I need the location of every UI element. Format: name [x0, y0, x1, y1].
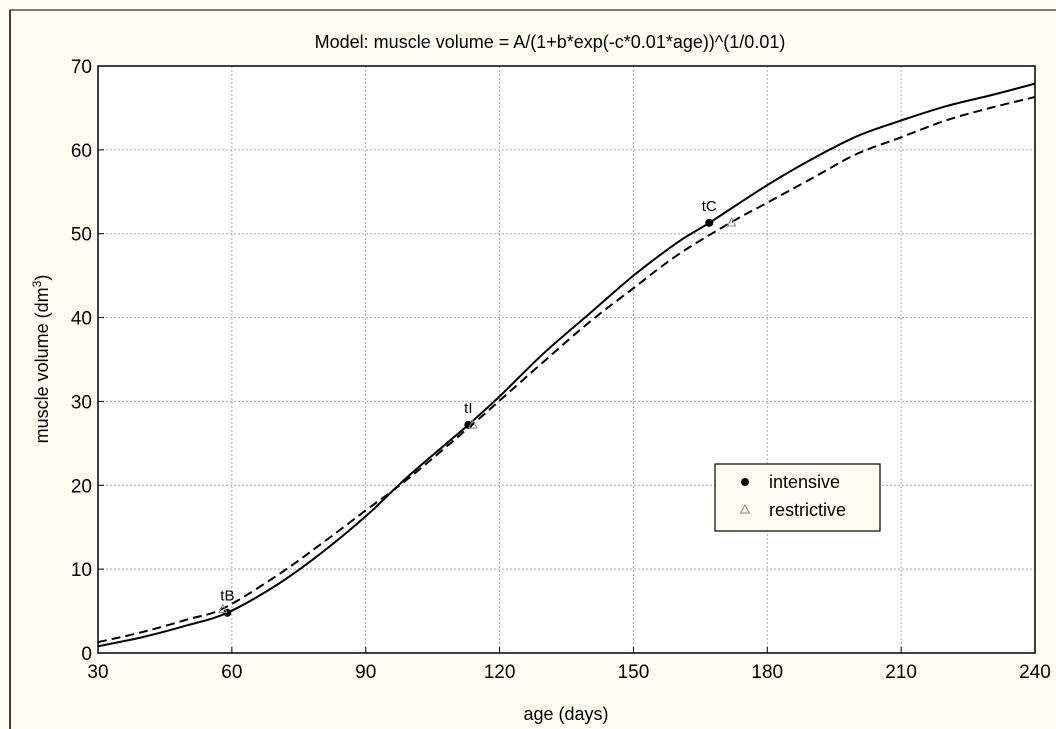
point-marker-intensive-1 — [464, 420, 473, 429]
x-tick-label-150: 150 — [618, 662, 650, 683]
series-line-intensive — [97, 82, 1036, 648]
legend-marker-intensive — [741, 478, 749, 486]
y-axis-label: muscle volume (dm3) — [30, 275, 52, 444]
x-tick-label-30: 30 — [87, 662, 108, 683]
point-marker-intensive-2 — [705, 218, 714, 227]
y-tick-label-0: 0 — [81, 644, 92, 665]
y-axis-label-sup: 3 — [30, 280, 44, 287]
point-markers: tB tI tC — [218, 198, 737, 617]
x-tick-label-210: 210 — [885, 662, 917, 683]
y-tick-labels: 0 10 20 30 40 50 60 70 — [71, 57, 104, 665]
legend-label-intensive: intensive — [769, 472, 840, 492]
y-tick-label-50: 50 — [71, 225, 92, 246]
y-tick-label-40: 40 — [71, 309, 92, 330]
y-axis-label-end: ) — [32, 275, 52, 281]
point-label-tB: tB — [220, 588, 234, 605]
chart-title: Model: muscle volume = A/(1+b*exp(-c*0.0… — [315, 32, 786, 52]
x-axis-label: age (days) — [523, 704, 608, 724]
grid — [98, 66, 1035, 653]
y-axis-label-main: muscle volume (dm — [32, 287, 52, 443]
x-tick-label-120: 120 — [484, 662, 516, 683]
y-tick-label-10: 10 — [71, 560, 92, 581]
series-lines — [97, 82, 1036, 648]
y-tick-label-20: 20 — [71, 476, 92, 497]
y-tick-label-30: 30 — [71, 392, 92, 413]
x-tick-labels: 30 60 90 120 150 180 210 240 — [87, 647, 1051, 683]
point-label-tI: tI — [464, 400, 472, 417]
point-marker-restrictive-4 — [467, 418, 478, 429]
x-tick-label-180: 180 — [751, 662, 783, 683]
x-tick-label-90: 90 — [355, 662, 376, 683]
legend-box — [714, 463, 881, 532]
legend-marker-restrictive — [739, 503, 751, 514]
y-tick-label-60: 60 — [71, 141, 92, 162]
x-tick-label-240: 240 — [1019, 662, 1051, 683]
point-marker-restrictive-3 — [218, 603, 228, 614]
plot-border — [97, 65, 1036, 654]
point-marker-restrictive-5 — [726, 216, 737, 227]
point-label-tC: tC — [702, 198, 717, 215]
plot-area — [98, 66, 1035, 653]
series-line-restrictive — [97, 96, 1036, 644]
legend-label-restrictive: restrictive — [769, 500, 846, 520]
x-tick-label-60: 60 — [221, 662, 242, 683]
legend: intensive restrictive — [714, 463, 881, 532]
y-tick-label-70: 70 — [71, 57, 92, 78]
